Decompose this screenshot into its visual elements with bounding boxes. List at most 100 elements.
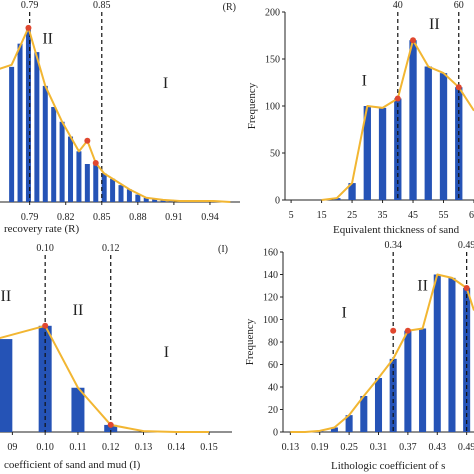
- region-label: I: [164, 344, 169, 361]
- peak-marker: [42, 322, 49, 329]
- region-label: II: [1, 288, 12, 305]
- bar: [424, 66, 432, 201]
- bar: [93, 162, 99, 202]
- region-label: I: [163, 75, 168, 92]
- threshold-label: 60: [454, 0, 464, 11]
- bar: [348, 183, 356, 200]
- x-tick-label: 0.25: [340, 442, 358, 453]
- y-tick-label: 20: [268, 405, 278, 416]
- bar: [330, 427, 338, 432]
- bar: [34, 52, 40, 202]
- y-tick-label: 100: [265, 102, 280, 113]
- x-tick-label: 25: [347, 210, 357, 221]
- x-tick-label: 0.12: [102, 442, 120, 453]
- region-label: I: [362, 72, 367, 89]
- bar: [394, 98, 402, 200]
- x-tick-label: 0.88: [129, 212, 147, 223]
- peak-marker: [107, 421, 114, 428]
- bar: [104, 424, 118, 432]
- x-tick-label: 0.11: [69, 442, 86, 453]
- variable-label: (I): [218, 244, 228, 255]
- bar: [360, 396, 368, 432]
- peak-marker: [404, 327, 411, 334]
- y-axis-title: Frequency: [246, 82, 258, 129]
- x-tick-label: 0.91: [165, 212, 183, 223]
- threshold-label: 0.12: [102, 243, 120, 254]
- x-tick-label: 0.31: [370, 442, 388, 453]
- threshold-label: 0.79: [21, 0, 39, 11]
- threshold-label: 0.34: [384, 240, 402, 251]
- frequency-line: [290, 273, 474, 433]
- bar: [0, 339, 13, 432]
- frequency-line: [0, 26, 231, 203]
- y-tick-label: 100: [263, 315, 278, 326]
- x-tick-label: 35: [378, 210, 388, 221]
- bar: [143, 197, 149, 202]
- peak-marker: [394, 95, 401, 102]
- threshold-label: 0.10: [36, 243, 54, 254]
- region-label: II: [429, 16, 440, 33]
- y-tick-label: 150: [265, 55, 280, 66]
- region-label: II: [42, 31, 53, 48]
- x-tick-label: 0.79: [21, 212, 39, 223]
- x-tick-label: 0.37: [399, 442, 417, 453]
- x-tick-label: 0.13: [282, 442, 300, 453]
- chart-panel-4: 0 20 40 60 80 100 120 140 160 Frequency 0.13 0.19 0.…: [244, 240, 474, 472]
- x-tick-label: 0.10: [36, 442, 54, 453]
- bar: [419, 328, 427, 432]
- region-label: II: [417, 277, 428, 294]
- x-tick-label: 5: [289, 210, 294, 221]
- bar: [71, 387, 85, 432]
- x-tick-label: 65: [469, 210, 474, 221]
- y-axis-title: Frequency: [244, 318, 256, 365]
- x-axis-title: Equivalent thickness of sand: [333, 224, 460, 236]
- bar: [363, 106, 371, 200]
- y-tick-label: 40: [268, 383, 278, 394]
- y-tick-label: 160: [263, 248, 278, 259]
- bar: [404, 330, 412, 432]
- bar: [448, 277, 456, 432]
- x-tick-label: 09: [7, 442, 17, 453]
- y-tick-label: 50: [270, 149, 280, 160]
- x-tick-label: 0.85: [93, 212, 111, 223]
- peak-marker: [92, 159, 99, 166]
- threshold-label: 0.49: [458, 240, 474, 251]
- bar: [38, 325, 52, 432]
- x-tick-label: 0.82: [57, 212, 75, 223]
- bar: [25, 27, 31, 203]
- bar: [152, 198, 158, 202]
- x-tick-label: 0.43: [429, 442, 447, 453]
- x-tick-label: 45: [408, 210, 418, 221]
- bar: [68, 136, 74, 202]
- y-tick-label: 200: [265, 8, 280, 19]
- y-tick-label: 0: [275, 196, 280, 207]
- x-tick-label: 0.19: [311, 442, 329, 453]
- bar: [76, 151, 82, 202]
- bar: [118, 185, 124, 202]
- bar: [433, 274, 441, 432]
- x-axis-title: Lithologic coefficient of s: [331, 460, 445, 472]
- chart-panel-1: 0.79 0.82 0.85 0.88 0.91 0.940.79 0.85IIIrecov…: [0, 0, 240, 235]
- y-tick-label: 60: [268, 360, 278, 371]
- y-tick-label: 140: [263, 270, 278, 281]
- bar: [110, 178, 116, 202]
- bar: [409, 40, 417, 201]
- x-tick-label: 0.94: [201, 212, 219, 223]
- chart-panel-2: 050100150200Frequency51525354555654060II…: [246, 0, 474, 236]
- bar: [126, 189, 132, 202]
- variable-label: (R): [223, 2, 236, 13]
- y-tick-label: 120: [263, 293, 278, 304]
- x-tick-label: 0.14: [168, 442, 186, 453]
- threshold-label: 0.85: [93, 0, 111, 11]
- peak-marker: [455, 84, 462, 91]
- chart-panel-3: 09 0.10 0.11 0.12 0.13 0.14 0.150.10 0.12IIIIIc…: [0, 243, 232, 471]
- bar: [345, 415, 353, 432]
- bar: [135, 194, 141, 202]
- region-label: II: [73, 302, 84, 319]
- bar: [17, 43, 23, 202]
- y-tick-label: 80: [268, 338, 278, 349]
- bar: [42, 85, 48, 202]
- bar: [59, 121, 65, 202]
